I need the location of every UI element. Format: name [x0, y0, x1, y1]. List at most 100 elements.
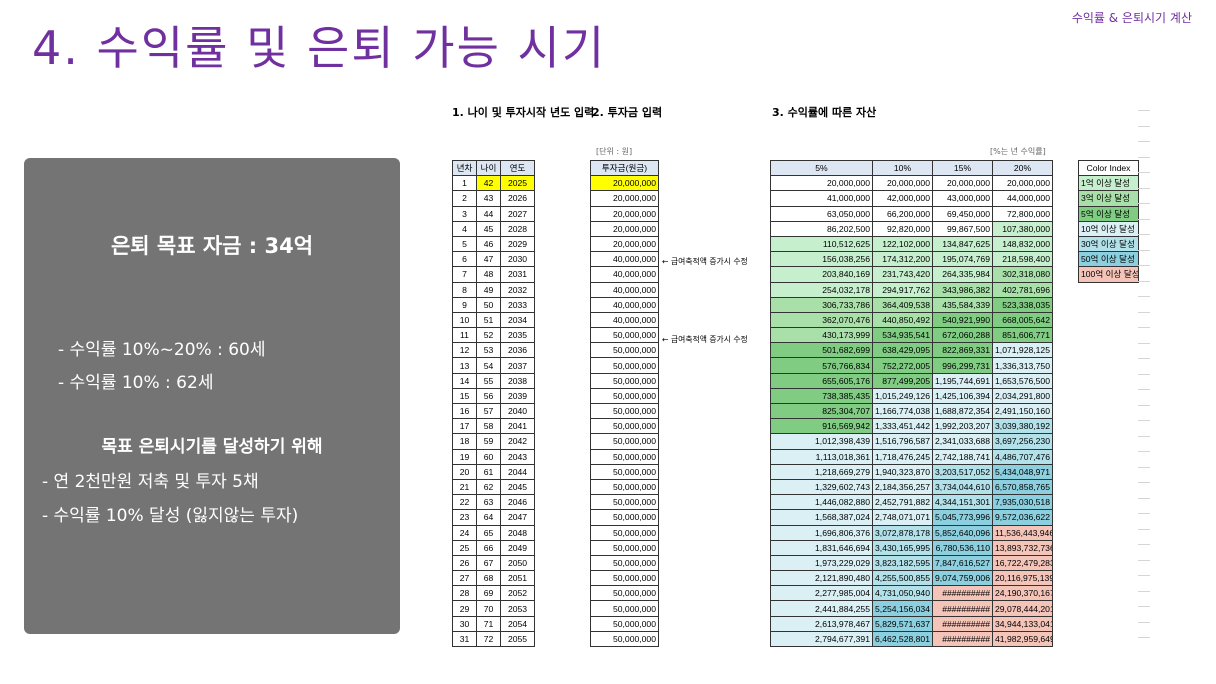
return-cell-10[interactable]: 4,731,050,940 [872, 585, 933, 602]
return-cell-10[interactable]: 1,166,774,038 [872, 402, 933, 420]
return-cell-10[interactable]: 122,102,000 [872, 235, 933, 253]
return-cell-5[interactable]: 1,696,806,376 [770, 524, 873, 541]
year-count-cell[interactable]: 26 [452, 554, 477, 572]
year-count-cell[interactable]: 23 [452, 509, 477, 526]
return-cell-10[interactable]: 440,850,492 [872, 311, 933, 329]
return-cell-20[interactable]: 107,380,000 [992, 220, 1053, 237]
return-cell-5[interactable]: 20,000,000 [770, 175, 873, 192]
investment-cell[interactable]: 50,000,000 [590, 615, 659, 632]
year-cell[interactable]: 2049 [500, 539, 535, 556]
year-count-cell[interactable]: 27 [452, 570, 477, 587]
year-cell[interactable]: 2033 [500, 296, 535, 313]
return-cell-10[interactable]: 1,940,323,870 [872, 463, 933, 480]
return-cell-20[interactable]: 41,982,959,649 [992, 630, 1053, 648]
investment-cell[interactable]: 50,000,000 [590, 463, 659, 480]
year-cell[interactable]: 2038 [500, 372, 535, 389]
return-cell-15[interactable]: 3,203,517,052 [932, 463, 993, 480]
year-count-cell[interactable]: 6 [452, 251, 477, 268]
return-cell-5[interactable]: 825,304,707 [770, 402, 873, 420]
return-cell-15[interactable]: 195,074,769 [932, 251, 993, 268]
year-cell[interactable]: 2037 [500, 357, 535, 374]
investment-cell[interactable]: 50,000,000 [590, 570, 659, 587]
return-cell-5[interactable]: 1,113,018,361 [770, 448, 873, 465]
age-cell[interactable]: 63 [476, 494, 501, 511]
return-cell-5[interactable]: 1,568,387,024 [770, 509, 873, 526]
year-cell[interactable]: 2031 [500, 266, 535, 283]
return-cell-5[interactable]: 203,840,169 [770, 266, 873, 283]
return-cell-5[interactable]: 1,973,229,029 [770, 554, 873, 572]
year-count-cell[interactable]: 4 [452, 220, 477, 237]
return-cell-20[interactable]: 1,071,928,125 [992, 342, 1053, 359]
year-count-cell[interactable]: 16 [452, 402, 477, 420]
investment-cell[interactable]: 20,000,000 [590, 175, 659, 192]
return-cell-20[interactable]: 523,338,035 [992, 296, 1053, 313]
return-cell-5[interactable]: 2,277,985,004 [770, 585, 873, 602]
return-cell-5[interactable]: 1,831,646,694 [770, 539, 873, 556]
return-cell-20[interactable]: 2,034,291,800 [992, 387, 1053, 405]
return-cell-15[interactable]: 264,335,984 [932, 266, 993, 283]
age-cell[interactable]: 42 [476, 175, 501, 192]
year-cell[interactable]: 2044 [500, 463, 535, 480]
return-cell-15[interactable]: ########## [932, 615, 993, 632]
year-count-cell[interactable]: 5 [452, 235, 477, 253]
return-cell-10[interactable]: 4,255,500,855 [872, 570, 933, 587]
year-count-cell[interactable]: 21 [452, 478, 477, 496]
year-cell[interactable]: 2052 [500, 585, 535, 602]
investment-cell[interactable]: 50,000,000 [590, 357, 659, 374]
year-cell[interactable]: 2055 [500, 630, 535, 648]
return-cell-20[interactable]: 20,116,975,139 [992, 570, 1053, 587]
age-cell[interactable]: 58 [476, 418, 501, 435]
year-count-cell[interactable]: 22 [452, 494, 477, 511]
investment-cell[interactable]: 20,000,000 [590, 235, 659, 253]
age-cell[interactable]: 49 [476, 281, 501, 298]
return-cell-15[interactable]: ########## [932, 630, 993, 648]
return-cell-20[interactable]: 7,935,030,518 [992, 494, 1053, 511]
return-cell-10[interactable]: 294,917,762 [872, 281, 933, 298]
age-cell[interactable]: 61 [476, 463, 501, 480]
investment-cell[interactable]: 50,000,000 [590, 342, 659, 359]
year-cell[interactable]: 2046 [500, 494, 535, 511]
return-cell-20[interactable]: 851,606,771 [992, 327, 1053, 344]
investment-cell[interactable]: 20,000,000 [590, 190, 659, 207]
investment-cell[interactable]: 50,000,000 [590, 433, 659, 450]
year-cell[interactable]: 2050 [500, 554, 535, 572]
age-cell[interactable]: 52 [476, 327, 501, 344]
investment-cell[interactable]: 50,000,000 [590, 524, 659, 541]
age-cell[interactable]: 67 [476, 554, 501, 572]
investment-cell[interactable]: 50,000,000 [590, 327, 659, 344]
year-count-cell[interactable]: 25 [452, 539, 477, 556]
return-cell-5[interactable]: 254,032,178 [770, 281, 873, 298]
return-cell-15[interactable]: 9,074,759,006 [932, 570, 993, 587]
year-cell[interactable]: 2029 [500, 235, 535, 253]
return-cell-10[interactable]: 3,430,165,995 [872, 539, 933, 556]
return-cell-5[interactable]: 501,682,699 [770, 342, 873, 359]
return-cell-5[interactable]: 916,569,942 [770, 418, 873, 435]
return-cell-10[interactable]: 1,718,476,245 [872, 448, 933, 465]
investment-cell[interactable]: 50,000,000 [590, 448, 659, 465]
return-cell-20[interactable]: 72,800,000 [992, 205, 1053, 222]
return-cell-10[interactable]: 66,200,000 [872, 205, 933, 222]
return-cell-10[interactable]: 2,748,071,071 [872, 509, 933, 526]
return-cell-15[interactable]: 540,921,990 [932, 311, 993, 329]
investment-cell[interactable]: 50,000,000 [590, 478, 659, 496]
return-cell-15[interactable]: 43,000,000 [932, 190, 993, 207]
return-cell-15[interactable]: 1,992,203,207 [932, 418, 993, 435]
year-count-cell[interactable]: 24 [452, 524, 477, 541]
investment-cell[interactable]: 50,000,000 [590, 418, 659, 435]
return-cell-20[interactable]: 2,491,150,160 [992, 402, 1053, 420]
investment-cell[interactable]: 40,000,000 [590, 281, 659, 298]
year-count-cell[interactable]: 31 [452, 630, 477, 648]
return-cell-5[interactable]: 576,766,834 [770, 357, 873, 374]
return-cell-10[interactable]: 42,000,000 [872, 190, 933, 207]
investment-cell[interactable]: 20,000,000 [590, 220, 659, 237]
year-count-cell[interactable]: 19 [452, 448, 477, 465]
return-cell-15[interactable]: 2,341,033,688 [932, 433, 993, 450]
return-cell-10[interactable]: 5,829,571,637 [872, 615, 933, 632]
age-cell[interactable]: 60 [476, 448, 501, 465]
return-cell-20[interactable]: 3,039,380,192 [992, 418, 1053, 435]
return-cell-5[interactable]: 2,794,677,391 [770, 630, 873, 648]
return-cell-15[interactable]: 4,344,151,301 [932, 494, 993, 511]
age-cell[interactable]: 72 [476, 630, 501, 648]
return-cell-15[interactable]: 1,688,872,354 [932, 402, 993, 420]
year-count-cell[interactable]: 29 [452, 600, 477, 617]
